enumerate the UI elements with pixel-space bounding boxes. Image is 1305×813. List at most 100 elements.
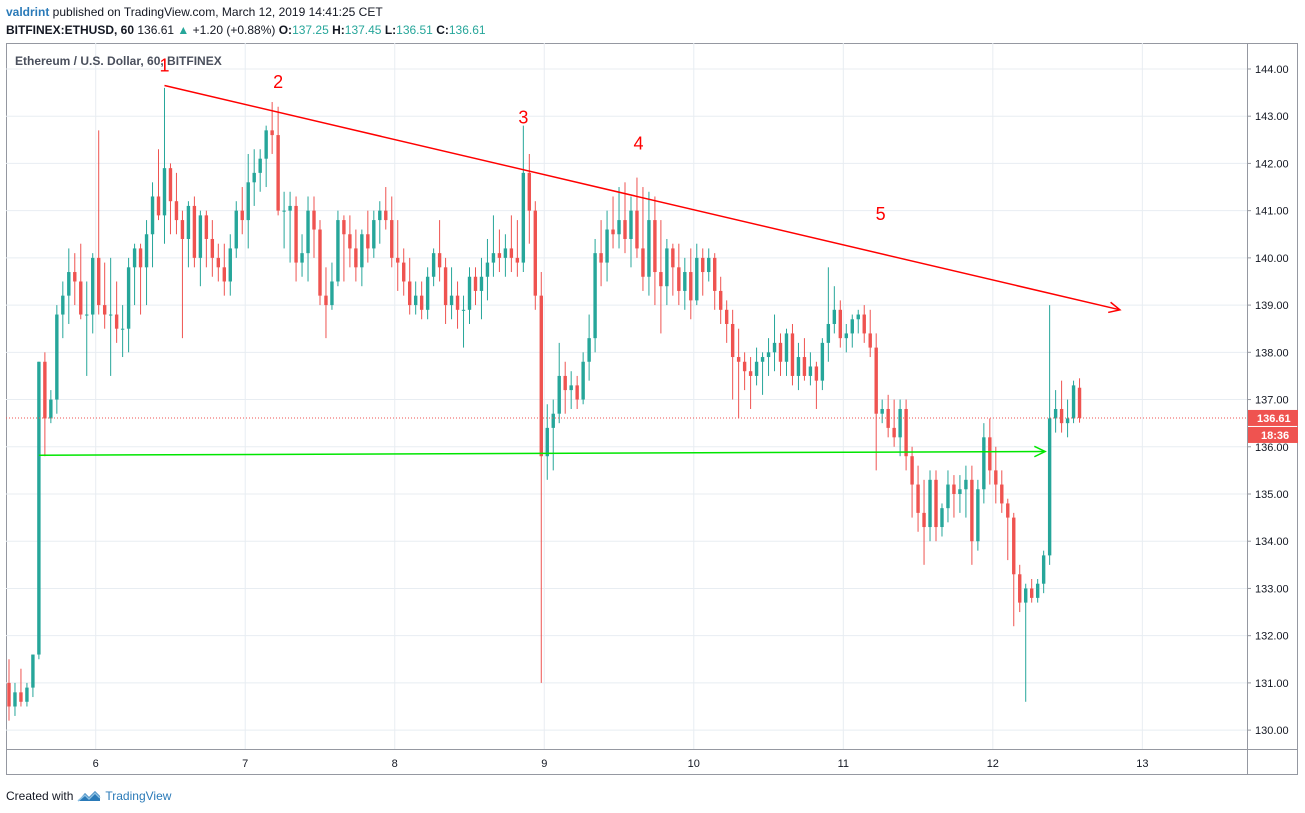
candle-body-up — [1041, 555, 1046, 584]
y-tick-label: 138.00 — [1255, 347, 1289, 359]
candle-body-up — [683, 272, 687, 291]
candle-body-down — [455, 295, 460, 310]
candle-body-down — [270, 130, 274, 136]
trendline-arrowhead — [1108, 301, 1122, 314]
candle-body-up — [13, 692, 17, 707]
candle-body-up — [55, 314, 59, 400]
candle-body-down — [713, 257, 717, 291]
candle-body-up — [760, 357, 765, 362]
publish-header: valdrint published on TradingView.com, M… — [6, 4, 383, 20]
candle-body-up — [258, 158, 262, 173]
axis-layer: 130.00 131.00 132.00 133.00 134.00 135.00 136.… — [93, 64, 1289, 770]
candle-body-up — [360, 234, 364, 268]
footer: Created with TradingView — [6, 788, 171, 804]
countdown-label: 18:36 — [1261, 430, 1289, 442]
change-arrow-icon: ▲ — [177, 23, 190, 37]
candle-body-up — [91, 257, 95, 315]
y-tick-label: 136.00 — [1255, 442, 1289, 454]
price-change: +1.20 (+0.88%) — [192, 23, 276, 37]
y-tick-label: 135.00 — [1255, 489, 1289, 501]
candle-body-down — [994, 470, 998, 485]
candle-body-down — [354, 248, 358, 268]
candle-body-down — [1006, 503, 1010, 518]
candle-body-down — [515, 257, 520, 263]
support-arrowhead — [1034, 445, 1047, 458]
candle-body-down — [988, 437, 992, 471]
candle-body-up — [976, 489, 980, 542]
candle-body-up — [31, 654, 35, 688]
candle-body-down — [1077, 387, 1082, 418]
candle-body-down — [276, 135, 280, 211]
candle-body-down — [168, 168, 173, 202]
tradingview-brand[interactable]: TradingView — [105, 789, 172, 803]
high-value: 137.45 — [344, 23, 382, 37]
candle-body-down — [73, 272, 77, 282]
candle-body-down — [222, 267, 226, 282]
candle-body-up — [330, 281, 334, 306]
candle-body-up — [37, 361, 41, 655]
candle-body-up — [1071, 385, 1076, 419]
candle-body-up — [198, 215, 203, 258]
candle-body-down — [533, 210, 537, 296]
candle-body-down — [138, 248, 143, 268]
candle-body-down — [838, 309, 843, 339]
open-label: O: — [278, 23, 293, 37]
candle-body-down — [43, 361, 47, 419]
resistance-trendline — [164, 84, 1121, 311]
candle-body-up — [521, 172, 526, 263]
candle-body-up — [754, 361, 759, 376]
candle-body-down — [563, 375, 567, 391]
candle-body-up — [617, 220, 621, 235]
candle-body-up — [503, 248, 508, 258]
high-label: H: — [332, 23, 345, 37]
candle-body-up — [61, 295, 65, 315]
candle-body-up — [336, 220, 340, 282]
chart-frame[interactable]: 130.00 131.00 132.00 133.00 134.00 135.00 136.… — [6, 43, 1298, 775]
candle-body-down — [366, 234, 370, 249]
candle-body-up — [1053, 408, 1058, 419]
candle-body-up — [964, 479, 968, 490]
author-username[interactable]: valdrint — [6, 5, 50, 19]
candle-body-down — [443, 267, 448, 306]
candle-body-down — [1018, 574, 1022, 603]
symbol-name[interactable]: BITFINEX:ETHUSD, 60 — [6, 23, 135, 37]
candle-body-up — [808, 366, 813, 376]
close-value: 136.61 — [448, 23, 486, 37]
candle-body-down — [689, 272, 693, 301]
candle-body-up — [288, 205, 292, 211]
candle-body-up — [425, 276, 430, 310]
candle-body-down — [730, 323, 735, 358]
candle-body-up — [898, 408, 902, 438]
x-tick-label: 8 — [392, 758, 398, 770]
symbol-ohlc-line: BITFINEX:ETHUSD, 60 136.61 ▲ +1.20 (+0.8… — [6, 22, 486, 38]
candle-body-down — [802, 357, 807, 376]
candle-body-down — [701, 257, 705, 273]
candle-body-down — [240, 210, 244, 221]
candle-body-down — [677, 267, 681, 291]
y-tick-label: 131.00 — [1255, 678, 1289, 690]
candle-body-down — [156, 196, 161, 216]
x-tick-label: 6 — [93, 758, 99, 770]
created-with-text: Created with — [6, 789, 74, 803]
close-label: C: — [436, 23, 449, 37]
candle-body-up — [300, 253, 304, 263]
price-chart[interactable]: 130.00 131.00 132.00 133.00 134.00 135.00 136.… — [6, 43, 1298, 775]
grid-layer — [6, 43, 1298, 775]
candle-body-up — [378, 210, 382, 221]
candle-body-up — [431, 253, 436, 277]
y-tick-label: 143.00 — [1255, 111, 1289, 123]
x-tick-label: 11 — [838, 758, 849, 770]
candle-body-up — [665, 248, 669, 287]
candle-body-down — [79, 281, 83, 315]
candle-layer — [7, 87, 1082, 721]
candle-body-down — [641, 248, 645, 277]
candle-body-up — [1047, 418, 1052, 556]
candle-body-up — [766, 352, 771, 358]
candle-body-up — [491, 253, 496, 263]
last-price-tag — [1248, 409, 1298, 426]
candle-body-down — [180, 220, 185, 239]
candle-body-up — [264, 130, 268, 159]
candle-body-down — [922, 512, 926, 528]
candle-body-up — [647, 220, 651, 277]
candle-body-down — [348, 234, 352, 249]
